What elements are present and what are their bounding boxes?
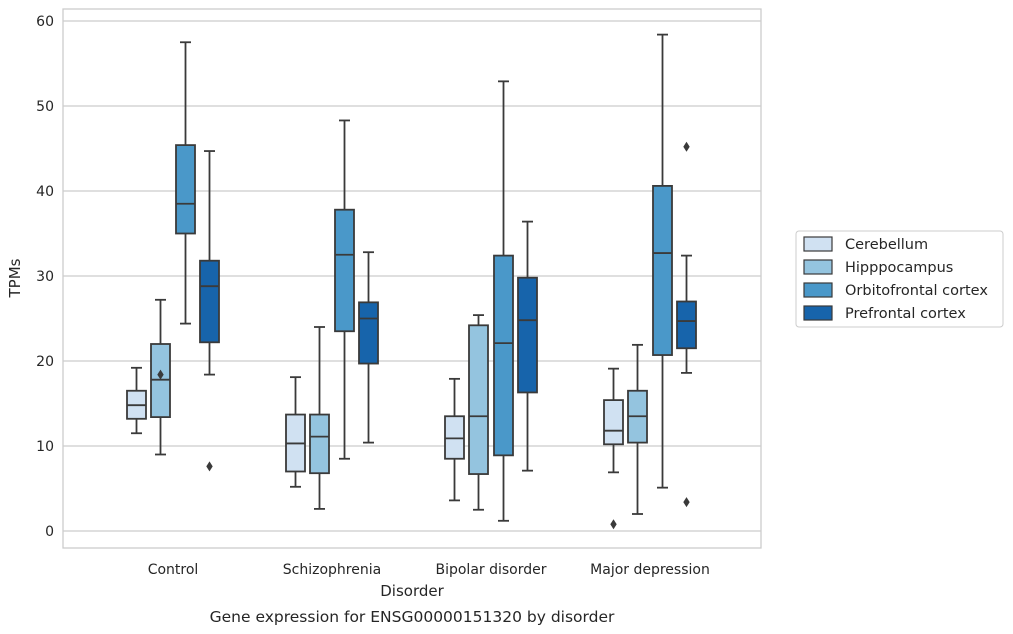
- box-iqr: [334, 208, 355, 333]
- box-iqr: [493, 254, 514, 457]
- box-hipppocampus-0: [150, 298, 171, 456]
- box-orbitofrontal-cortex-2: [493, 80, 514, 522]
- x-tick-labels: Control Schizophrenia Bipolar disorder Majo…: [148, 562, 710, 578]
- y-tick-label: 20: [36, 354, 54, 370]
- box-orbitofrontal-cortex-0: [175, 41, 196, 325]
- legend-label: Orbitofrontal cortex: [845, 283, 988, 299]
- outlier-point: [683, 141, 690, 152]
- x-tick-label: Major depression: [590, 562, 710, 578]
- legend-label: Hipppocampus: [845, 260, 953, 276]
- legend-swatch: [803, 259, 833, 275]
- box-hipppocampus-1: [309, 326, 330, 510]
- plot-frame: [62, 8, 762, 549]
- legend-swatch: [803, 282, 833, 298]
- box-hipppocampus-3: [627, 343, 648, 515]
- box-cerebellum-2: [444, 377, 465, 502]
- box-prefrontal-cortex-0: [199, 150, 220, 472]
- box-layer: [126, 33, 697, 530]
- plot-area: [63, 9, 761, 548]
- x-tick-label: Bipolar disorder: [435, 562, 546, 578]
- box-iqr: [175, 144, 196, 235]
- x-axis-label: Disorder: [380, 582, 444, 600]
- box-iqr: [676, 300, 697, 350]
- legend-label: Prefrontal cortex: [845, 306, 966, 322]
- legend-label: Cerebellum: [845, 237, 928, 253]
- box-cerebellum-3: [603, 367, 624, 530]
- box-iqr: [603, 399, 624, 446]
- legend-swatch: [803, 236, 833, 252]
- outlier-point: [206, 461, 213, 472]
- legend: Cerebellum Hipppocampus Orbitofrontal cort…: [795, 230, 1004, 328]
- outlier-point: [683, 497, 690, 508]
- box-prefrontal-cortex-1: [358, 251, 379, 444]
- box-orbitofrontal-cortex-1: [334, 119, 355, 460]
- box-orbitofrontal-cortex-3: [652, 33, 673, 489]
- x-tick-label: Control: [148, 562, 199, 578]
- x-tick-label: Schizophrenia: [283, 562, 381, 578]
- outlier-point: [157, 369, 164, 380]
- y-tick-label: 40: [36, 184, 54, 200]
- box-iqr: [517, 276, 538, 394]
- y-axis-label: TPMs: [6, 258, 24, 298]
- box-iqr: [199, 259, 220, 344]
- box-hipppocampus-2: [468, 314, 489, 511]
- y-tick-label: 50: [36, 99, 54, 115]
- box-cerebellum-0: [126, 366, 147, 435]
- outlier-point: [610, 519, 617, 530]
- y-tick-label: 60: [36, 14, 54, 30]
- box-iqr: [309, 413, 330, 475]
- box-cerebellum-1: [285, 376, 306, 488]
- y-tick-label: 30: [36, 269, 54, 285]
- y-tick-labels: 0 10 20 30 40 50 60: [36, 14, 54, 540]
- y-tick-label: 0: [45, 524, 54, 540]
- chart-caption: Gene expression for ENSG00000151320 by d…: [210, 608, 615, 626]
- box-iqr: [652, 184, 673, 356]
- box-prefrontal-cortex-3: [676, 141, 697, 508]
- box-iqr: [358, 301, 379, 365]
- legend-frame: [795, 230, 1004, 328]
- y-tick-label: 10: [36, 439, 54, 455]
- box-iqr: [468, 324, 489, 475]
- legend-swatch: [803, 305, 833, 321]
- box-prefrontal-cortex-2: [517, 220, 538, 472]
